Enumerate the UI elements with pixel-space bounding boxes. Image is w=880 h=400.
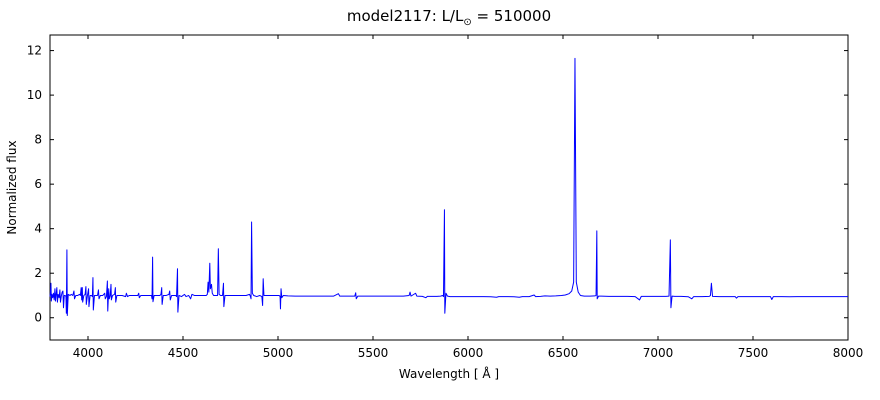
x-axis-label: Wavelength [ Å ] (399, 366, 499, 381)
y-tick-label: 4 (34, 222, 42, 236)
plot-title: model2117: L/L⊙ = 510000 (50, 7, 848, 28)
x-tick-label: 6500 (548, 346, 579, 360)
x-tick-label: 8000 (833, 346, 864, 360)
y-tick-label: 0 (34, 311, 42, 325)
x-tick-label: 4000 (73, 346, 104, 360)
title-prefix: model2117: L/L (346, 7, 464, 25)
y-tick-label: 2 (34, 266, 42, 280)
sun-symbol: ⊙ (463, 17, 472, 28)
x-tick-label: 6000 (453, 346, 484, 360)
x-tick-label: 4500 (168, 346, 199, 360)
x-tick-label: 5000 (263, 346, 294, 360)
y-axis-label: Normalized flux (5, 140, 19, 234)
y-tick-label: 8 (34, 133, 42, 147)
title-suffix: = 510000 (471, 7, 552, 25)
x-tick-label: 5500 (358, 346, 389, 360)
y-tick-label: 10 (27, 88, 42, 102)
x-tick-label: 7000 (643, 346, 674, 360)
y-tick-label: 12 (27, 44, 42, 58)
y-tick-label: 6 (34, 177, 42, 191)
x-tick-label: 7500 (738, 346, 769, 360)
plot-frame (49, 34, 849, 341)
spectrum-line (49, 57, 848, 317)
